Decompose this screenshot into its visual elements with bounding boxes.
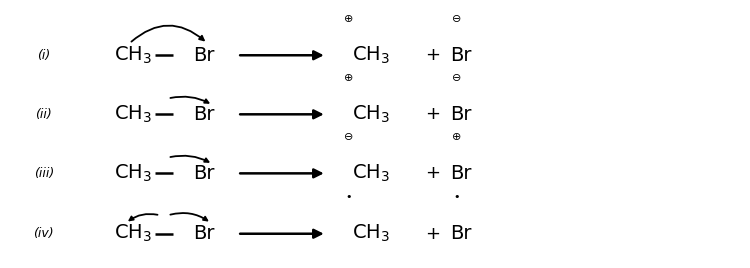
Text: (iv): (iv) — [34, 227, 54, 240]
Text: $\mathregular{CH_3}$: $\mathregular{CH_3}$ — [114, 163, 152, 184]
Text: $\mathregular{CH_3}$: $\mathregular{CH_3}$ — [114, 223, 152, 244]
Text: ⊕: ⊕ — [344, 13, 354, 24]
Text: (ii): (ii) — [35, 108, 52, 121]
Text: Br: Br — [450, 46, 471, 65]
Text: $\mathregular{CH_3}$: $\mathregular{CH_3}$ — [114, 104, 152, 125]
Text: Br: Br — [450, 224, 471, 243]
Text: $\mathregular{CH_3}$: $\mathregular{CH_3}$ — [114, 44, 152, 66]
Text: Br: Br — [193, 105, 214, 124]
Text: +: + — [425, 225, 440, 243]
Text: ⊖: ⊖ — [452, 13, 461, 24]
Text: $\mathregular{CH_3}$: $\mathregular{CH_3}$ — [352, 223, 390, 244]
Text: Br: Br — [193, 164, 214, 183]
Text: $\mathregular{CH_3}$: $\mathregular{CH_3}$ — [352, 163, 390, 184]
Text: (iii): (iii) — [34, 167, 54, 180]
Text: •: • — [454, 192, 460, 202]
Text: $\mathregular{CH_3}$: $\mathregular{CH_3}$ — [352, 104, 390, 125]
Text: +: + — [425, 105, 440, 123]
Text: •: • — [346, 192, 352, 202]
Text: ⊖: ⊖ — [452, 73, 461, 83]
Text: ⊕: ⊕ — [344, 73, 354, 83]
Text: ⊖: ⊖ — [344, 132, 354, 142]
Text: Br: Br — [193, 46, 214, 65]
Text: Br: Br — [193, 224, 214, 243]
Text: +: + — [425, 164, 440, 182]
Text: $\mathregular{CH_3}$: $\mathregular{CH_3}$ — [352, 44, 390, 66]
Text: +: + — [425, 46, 440, 64]
Text: ⊕: ⊕ — [452, 132, 461, 142]
Text: (i): (i) — [37, 49, 50, 62]
Text: Br: Br — [450, 164, 471, 183]
Text: Br: Br — [450, 105, 471, 124]
